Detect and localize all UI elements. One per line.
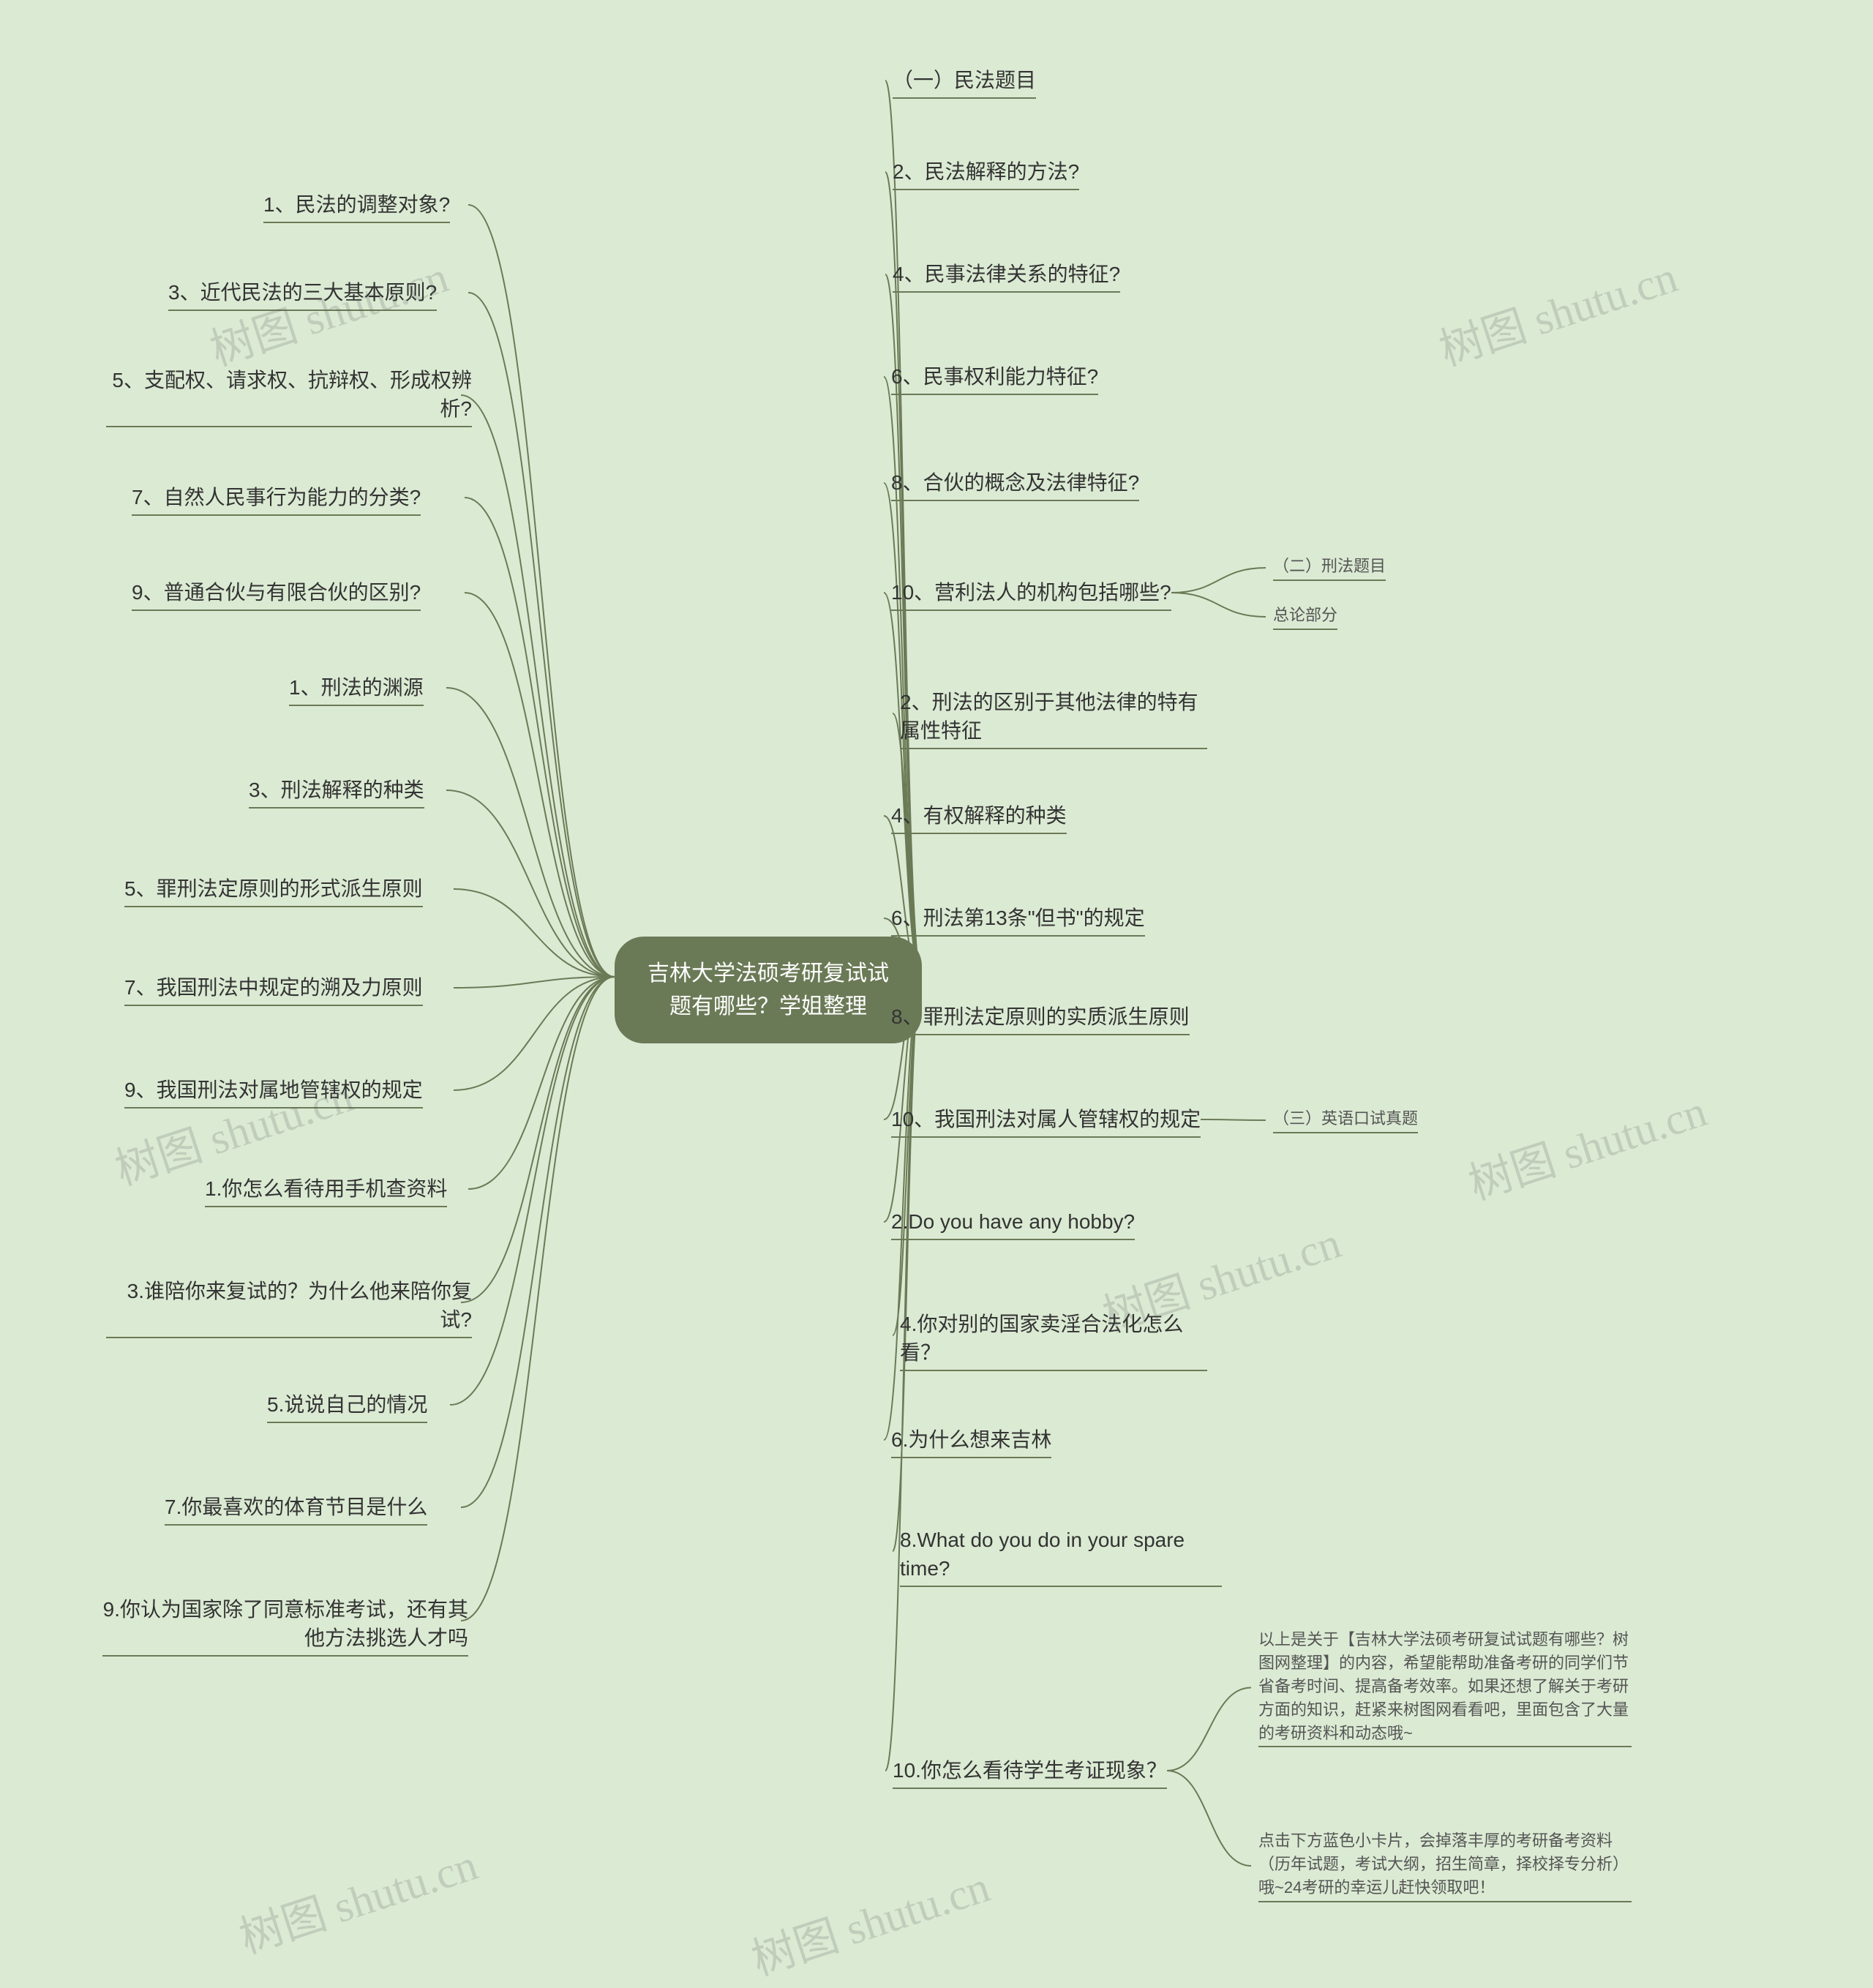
left-branch-node[interactable]: 3、刑法解释的种类: [249, 776, 424, 809]
mindmap-canvas: 吉林大学法硕考研复试试题有哪些？学姐整理 （一）民法题目 2、民法解释的方法? 4、…: [0, 0, 1873, 1942]
sub-node[interactable]: （三）英语口试真题: [1273, 1107, 1418, 1133]
right-branch-node[interactable]: 10.你怎么看待学生考证现象？: [893, 1756, 1167, 1789]
right-branch-node[interactable]: 4、有权解释的种类: [891, 801, 1067, 834]
left-branch-node[interactable]: 7、我国刑法中规定的溯及力原则: [124, 973, 423, 1006]
right-branch-node[interactable]: 2.Do you have any hobby?: [891, 1207, 1135, 1240]
left-branch-node[interactable]: 9、普通合伙与有限合伙的区别?: [132, 578, 421, 611]
right-branch-node[interactable]: 8、罪刑法定原则的实质派生原则: [891, 1002, 1190, 1035]
sub-node[interactable]: 点击下方蓝色小卡片，会掉落丰厚的考研备考资料（历年试题，考试大纲，招生简章，择校…: [1258, 1829, 1632, 1902]
right-branch-node[interactable]: 6、民事权利能力特征?: [891, 362, 1098, 395]
left-branch-node[interactable]: 5、支配权、请求权、抗辩权、形成权辨析?: [106, 366, 472, 427]
right-branch-node[interactable]: 2、民法解释的方法?: [893, 157, 1079, 190]
left-branch-node[interactable]: 3、近代民法的三大基本原则?: [168, 278, 437, 311]
right-branch-node[interactable]: （一）民法题目: [893, 66, 1036, 99]
right-branch-node[interactable]: 4、民事法律关系的特征?: [893, 260, 1120, 293]
sub-node[interactable]: 以上是关于【吉林大学法硕考研复试试题有哪些？树图网整理】的内容，希望能帮助准备考…: [1258, 1628, 1632, 1747]
left-branch-node[interactable]: 1、刑法的渊源: [289, 673, 424, 706]
right-branch-node[interactable]: 6、刑法第13条"但书"的规定: [891, 904, 1145, 937]
center-node[interactable]: 吉林大学法硕考研复试试题有哪些？学姐整理: [615, 937, 922, 1043]
sub-node[interactable]: （二）刑法题目: [1273, 555, 1386, 581]
left-branch-node[interactable]: 3.谁陪你来复试的？为什么他来陪你复试?: [106, 1277, 472, 1338]
left-branch-node[interactable]: 1、民法的调整对象?: [263, 190, 450, 223]
sub-node[interactable]: 总论部分: [1273, 604, 1337, 630]
left-branch-node[interactable]: 9.你认为国家除了同意标准考试，还有其他方法挑选人才吗: [102, 1595, 468, 1657]
left-branch-node[interactable]: 7.你最喜欢的体育节目是什么: [165, 1493, 427, 1526]
left-branch-node[interactable]: 1.你怎么看待用手机查资料: [205, 1174, 447, 1207]
right-branch-node[interactable]: 2、刑法的区别于其他法律的特有属性特征: [900, 688, 1207, 749]
left-branch-node[interactable]: 7、自然人民事行为能力的分类?: [132, 483, 421, 516]
left-branch-node[interactable]: 5、罪刑法定原则的形式派生原则: [124, 874, 423, 907]
right-branch-node[interactable]: 4.你对别的国家卖淫合法化怎么看？: [900, 1310, 1207, 1371]
right-branch-node[interactable]: 10、我国刑法对属人管辖权的规定: [891, 1105, 1201, 1138]
left-branch-node[interactable]: 5.说说自己的情况: [267, 1390, 427, 1423]
right-branch-node[interactable]: 6.为什么想来吉林: [891, 1425, 1051, 1458]
left-branch-node[interactable]: 9、我国刑法对属地管辖权的规定: [124, 1076, 423, 1109]
right-branch-node[interactable]: 8.What do you do in your spare time?: [900, 1526, 1222, 1587]
right-branch-node[interactable]: 10、营利法人的机构包括哪些?: [891, 578, 1171, 611]
right-branch-node[interactable]: 8、合伙的概念及法律特征?: [891, 468, 1139, 501]
